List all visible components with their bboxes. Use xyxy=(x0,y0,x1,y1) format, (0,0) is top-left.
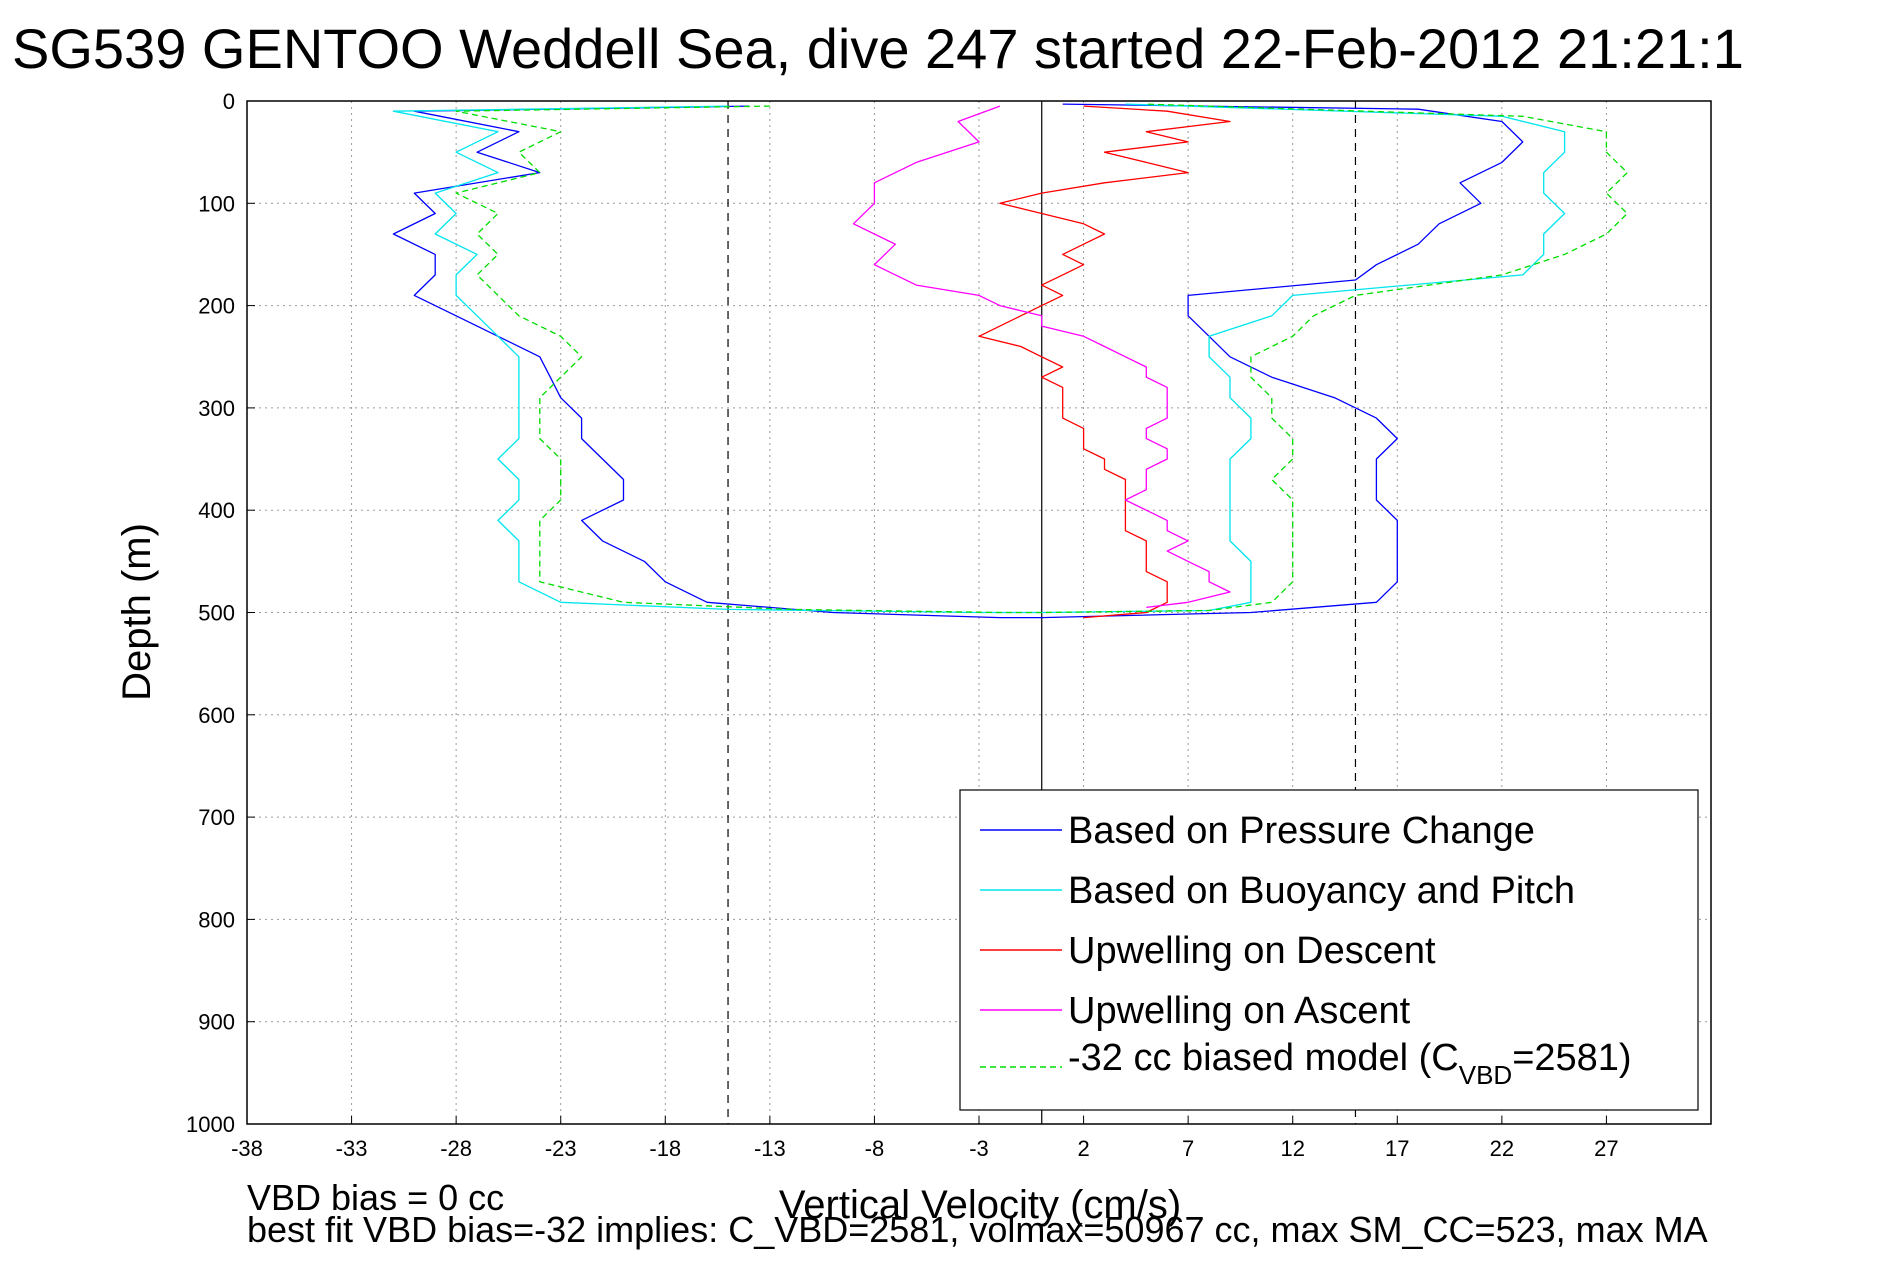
y-axis-label: Depth (m) xyxy=(115,523,159,701)
x-tick-label: 22 xyxy=(1490,1136,1514,1161)
legend-label: Based on Buoyancy and Pitch xyxy=(1068,870,1575,912)
x-tick-label: -33 xyxy=(336,1136,368,1161)
x-tick-label: 2 xyxy=(1077,1136,1089,1161)
footer-line-1: VBD bias = 0 cc xyxy=(247,1177,504,1218)
x-tick-label: -28 xyxy=(440,1136,472,1161)
y-tick-label: 1000 xyxy=(186,1112,235,1137)
data-series xyxy=(392,103,1628,619)
legend-label-model: -32 cc biased model (CVBD=2581) xyxy=(1068,1037,1632,1090)
y-tick-label: 700 xyxy=(198,805,235,830)
x-tick-label: 27 xyxy=(1594,1136,1618,1161)
legend-label: Based on Pressure Change xyxy=(1068,810,1535,852)
x-tick-label: -8 xyxy=(865,1136,885,1161)
y-tick-label: 0 xyxy=(223,89,235,114)
y-tick-label: 800 xyxy=(198,907,235,932)
y-tick-label: 500 xyxy=(198,601,235,626)
x-tick-label: -38 xyxy=(231,1136,263,1161)
series-line xyxy=(392,103,1524,619)
series-line xyxy=(852,105,1231,609)
x-tick-label: 7 xyxy=(1182,1136,1194,1161)
y-tick-label: 200 xyxy=(198,294,235,319)
series-line xyxy=(978,105,1231,619)
x-tick-label: -3 xyxy=(969,1136,989,1161)
x-tick-label: 17 xyxy=(1385,1136,1409,1161)
axis-ticks: -38 -33 -28 -23 -18 -13 -8 -3 2 7 12 17 22 2701002003… xyxy=(186,89,1619,1161)
x-tick-label: -23 xyxy=(545,1136,577,1161)
x-tick-label: -13 xyxy=(754,1136,786,1161)
legend-label: Upwelling on Ascent xyxy=(1068,990,1411,1032)
legend: Based on Pressure Change Based on Buoyanc… xyxy=(959,789,1699,1111)
legend-box xyxy=(959,789,1699,1111)
y-tick-label: 900 xyxy=(198,1010,235,1035)
chart-title: SG539 GENTOO Weddell Sea, dive 247 start… xyxy=(12,17,1744,80)
legend-label: Upwelling on Descent xyxy=(1068,930,1436,972)
x-axis-label: Vertical Velocity (cm/s) xyxy=(779,1183,1181,1227)
footer-line-2: best fit VBD bias=-32 implies: C_VBD=258… xyxy=(247,1209,1708,1250)
y-tick-label: 100 xyxy=(198,191,235,216)
y-tick-label: 400 xyxy=(198,498,235,523)
series-line xyxy=(455,103,1628,614)
x-tick-label: -18 xyxy=(649,1136,681,1161)
y-tick-label: 600 xyxy=(198,703,235,728)
x-tick-label: 12 xyxy=(1280,1136,1304,1161)
y-tick-label: 300 xyxy=(198,396,235,421)
